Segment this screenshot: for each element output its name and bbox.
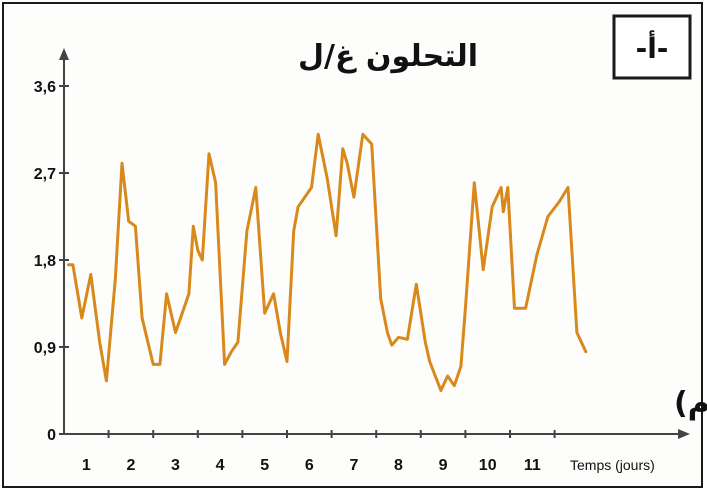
x-tick-label: 5 — [260, 457, 269, 474]
y-tick-label: 3,6 — [34, 79, 56, 96]
x-tick-label: 11 — [524, 457, 541, 474]
x-tick-label: 7 — [349, 457, 358, 474]
x-axis-arrow — [678, 429, 690, 439]
y-tick-label: 2,7 — [34, 166, 56, 183]
y-axis-arrow — [59, 48, 69, 60]
x-tick-label: 9 — [439, 457, 448, 474]
x-tick-label: 2 — [126, 457, 135, 474]
x-tick-label: 4 — [216, 457, 225, 474]
axes — [59, 48, 690, 439]
y-tick-label: 0,9 — [34, 340, 56, 357]
x-ticks: 1 2 3 4 5 6 7 8 9 10 11 — [82, 430, 556, 474]
y-tick-label: 0 — [47, 427, 56, 444]
x-tick-label: 1 — [82, 457, 91, 474]
glucose-series-line — [67, 132, 588, 392]
y-tick-label: 1,8 — [34, 253, 56, 270]
y-axis-title: التحلون غ/ل — [298, 39, 478, 74]
x-tick-label: 10 — [479, 457, 497, 474]
panel-label: -أ- — [636, 30, 669, 65]
y-ticks: 0 0,9 1,8 2,7 3,6 — [34, 79, 69, 444]
x-axis-title-arabic: الزمن ( ايام) — [674, 386, 707, 421]
panel-label-box: -أ- — [612, 14, 692, 80]
chart-frame — [2, 2, 703, 488]
x-tick-label: 3 — [171, 457, 180, 474]
x-axis-title-french: Temps (jours) — [570, 457, 655, 473]
x-tick-label: 8 — [394, 457, 403, 474]
x-tick-label: 6 — [305, 457, 314, 474]
